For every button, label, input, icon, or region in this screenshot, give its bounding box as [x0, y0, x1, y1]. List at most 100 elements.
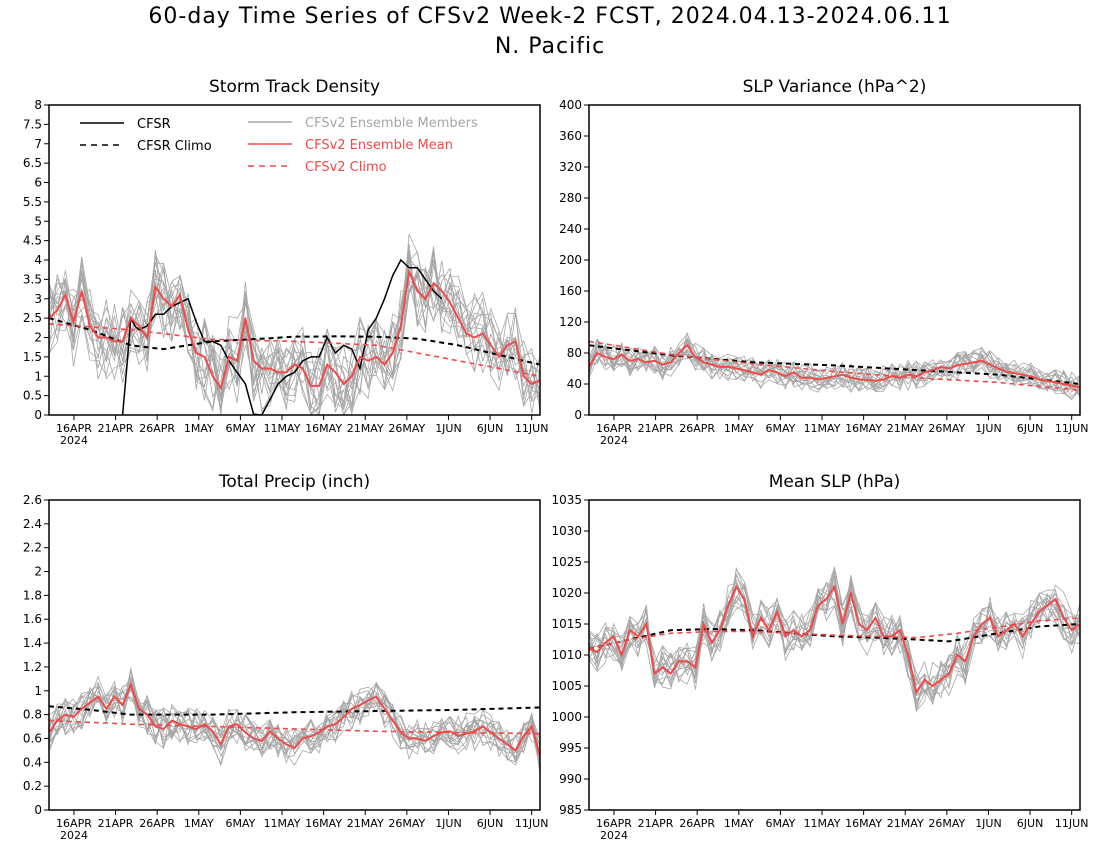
y-tick-label: 7.5	[23, 117, 42, 131]
y-tick-label: 360	[559, 129, 582, 143]
x-tick-label: 1JUN	[975, 422, 1002, 435]
y-tick-label: 2.6	[23, 493, 42, 507]
y-tick-label: 0.4	[23, 755, 42, 769]
x-tick-label: 21APR	[98, 817, 134, 830]
x-tick-label: 21MAY	[347, 817, 384, 830]
x-tick-label: 11JUN	[515, 817, 549, 830]
y-tick-label: 1025	[551, 555, 582, 569]
x-tick-label: 16MAY	[305, 817, 342, 830]
y-tick-label: 160	[559, 284, 582, 298]
x-tick-label: 6MAY	[765, 422, 795, 435]
x-tick-label: 26APR	[679, 422, 715, 435]
y-tick-label: 985	[559, 803, 582, 817]
plot-area	[49, 667, 540, 774]
panel-4: Mean SLP (hPa) 985 990 995 1000 1005 1010 1015 1…	[551, 472, 1088, 842]
x-tick-label: 6JUN	[1017, 422, 1044, 435]
ensemble-mean-line	[589, 584, 1080, 695]
x-year-label: 2024	[60, 829, 88, 842]
x-tick-label: 16MAY	[845, 817, 882, 830]
x-tick-label: 16APR	[596, 817, 632, 830]
figure-title: 60-day Time Series of CFSv2 Week-2 FCST,…	[148, 4, 952, 29]
y-tick-label: 995	[559, 741, 582, 755]
cfsv2-climo-line	[49, 323, 540, 378]
panel-title: Storm Track Density	[209, 77, 380, 97]
x-tick-label: 11MAY	[804, 817, 841, 830]
ensemble-member-line	[49, 233, 540, 414]
ensemble-mean-line	[49, 267, 540, 391]
panel-2: SLP Variance (hPa^2) 0 40 80 120 160 200 240 280…	[559, 77, 1088, 447]
y-tick-label: 1.4	[23, 636, 42, 650]
x-tick-label: 11JUN	[1055, 817, 1089, 830]
panel-1: Storm Track Density 0 0.5 1 1.5 2 2.5 3 3.5 4 4.5 5…	[23, 77, 549, 447]
cfsr-climo-line	[49, 705, 540, 716]
y-tick-label: 0	[34, 803, 42, 817]
cfsr-climo-line	[589, 623, 1080, 650]
legend-cfsr-label: CFSR	[137, 117, 171, 132]
ensemble-mean-line	[589, 343, 1080, 389]
y-tick-label: 2.5	[23, 311, 42, 325]
plot-frame	[48, 104, 541, 416]
y-tick-label: 2.2	[23, 541, 42, 555]
y-tick-label: 40	[567, 377, 582, 391]
x-tick-label: 26APR	[679, 817, 715, 830]
x-tick-label: 11MAY	[264, 817, 301, 830]
x-tick-label: 21APR	[638, 817, 674, 830]
legend-members-label: CFSv2 Ensemble Members	[305, 116, 478, 131]
cfsv2-climo-line	[589, 340, 1080, 391]
x-tick-label: 1MAY	[184, 817, 214, 830]
ensemble-member-line	[49, 248, 540, 409]
ensemble-member-line	[589, 571, 1080, 712]
y-tick-label: 1.6	[23, 612, 42, 626]
ensemble-member-line	[49, 690, 540, 762]
y-tick-label: 3.5	[23, 272, 42, 286]
ensemble-member-line	[589, 567, 1080, 701]
y-tick-label: 1.5	[23, 350, 42, 364]
y-tick-label: 1.8	[23, 588, 42, 602]
x-tick-label: 16APR	[56, 817, 92, 830]
y-tick-label: 1010	[551, 648, 582, 662]
x-tick-label: 21MAY	[887, 817, 924, 830]
x-tick-label: 1JUN	[975, 817, 1002, 830]
plot-frame	[588, 499, 1081, 811]
legend-cfsv2-climo-label: CFSv2 Climo	[305, 160, 387, 175]
ensemble-member-line	[589, 572, 1080, 696]
y-tick-label: 320	[559, 160, 582, 174]
y-tick-label: 1005	[551, 679, 582, 693]
ensemble-member-line	[49, 252, 540, 415]
y-tick-label: 240	[559, 222, 582, 236]
y-tick-label: 2	[34, 565, 42, 579]
x-tick-label: 6JUN	[1017, 817, 1044, 830]
ensemble-member-line	[49, 683, 540, 766]
y-tick-label: 0.2	[23, 779, 42, 793]
y-tick-label: 1020	[551, 586, 582, 600]
x-tick-label: 21MAY	[347, 422, 384, 435]
cfsv2-climo-line	[589, 617, 1080, 650]
x-tick-label: 1JUN	[435, 817, 462, 830]
y-tick-label: 120	[559, 315, 582, 329]
x-tick-label: 6JUN	[477, 422, 504, 435]
plot-area	[589, 566, 1080, 713]
ensemble-member-line	[589, 343, 1080, 391]
y-tick-label: 1	[34, 684, 42, 698]
x-tick-label: 21APR	[638, 422, 674, 435]
panel-title: Total Precip (inch)	[218, 472, 370, 492]
y-tick-label: 4.5	[23, 234, 42, 248]
x-tick-label: 6JUN	[477, 817, 504, 830]
x-tick-label: 11MAY	[804, 422, 841, 435]
x-tick-label: 26MAY	[928, 422, 965, 435]
y-tick-label: 2.4	[23, 517, 42, 531]
x-tick-label: 16APR	[596, 422, 632, 435]
x-year-label: 2024	[600, 829, 628, 842]
y-tick-label: 5.5	[23, 195, 42, 209]
x-tick-label: 16MAY	[845, 422, 882, 435]
x-tick-label: 11JUN	[1055, 422, 1089, 435]
panel-title: SLP Variance (hPa^2)	[743, 77, 927, 97]
y-tick-label: 4	[34, 253, 42, 267]
y-tick-label: 990	[559, 772, 582, 786]
ensemble-member-line	[49, 667, 540, 759]
ensemble-member-line	[589, 332, 1080, 393]
y-tick-label: 1	[34, 369, 42, 383]
plot-frame	[588, 104, 1081, 416]
legend-mean-label: CFSv2 Ensemble Mean	[305, 138, 453, 153]
